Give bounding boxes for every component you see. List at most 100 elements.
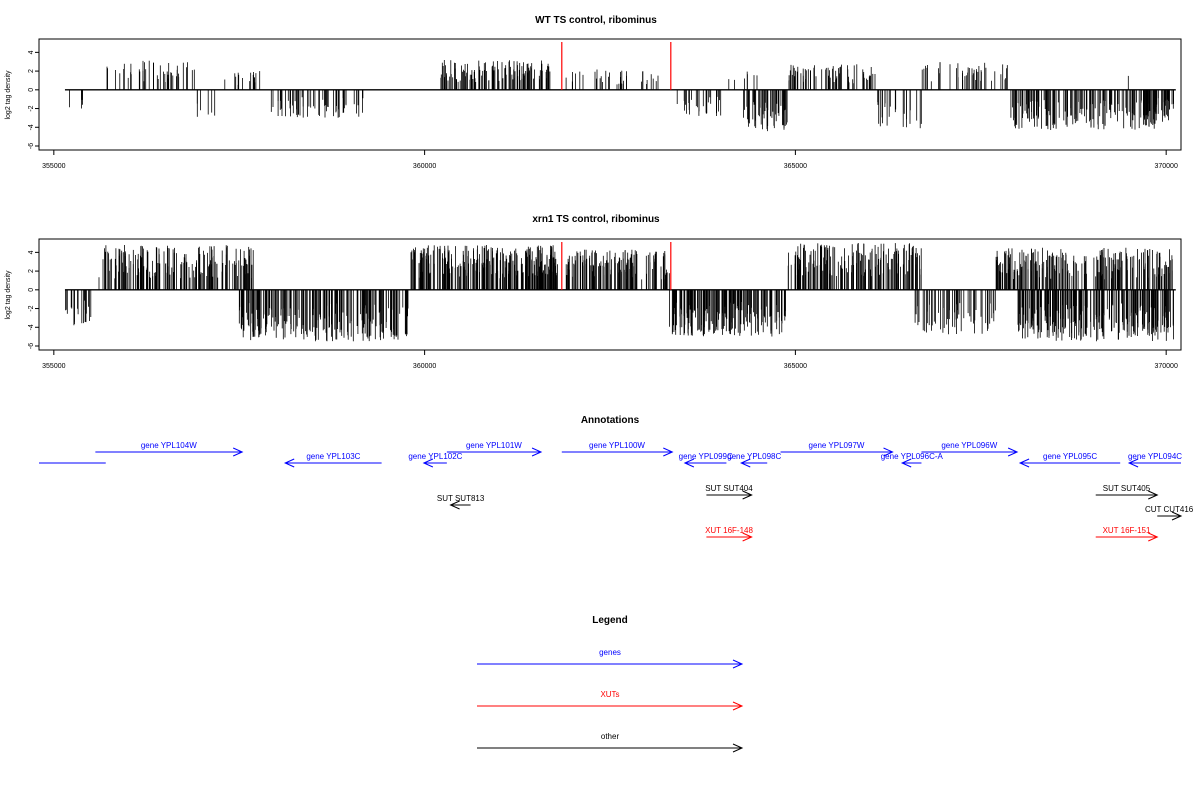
y-tick-label: 4 (28, 50, 35, 54)
legend-item: other (477, 732, 744, 753)
x-tick-label: 365000 (784, 163, 807, 170)
feature-label: gene YPL097W (809, 441, 865, 450)
annotation-feature: SUT SUT405 (1095, 484, 1159, 500)
x-tick-label: 360000 (413, 163, 436, 170)
feature-label: SUT SUT813 (437, 494, 485, 503)
annotation-feature: gene YPL094C (1127, 452, 1182, 468)
feature-label: gene YPL103C (306, 452, 360, 461)
x-tick-label: 365000 (784, 363, 807, 370)
y-tick-label: 4 (28, 250, 35, 254)
annotation-feature: SUT SUT813 (437, 494, 485, 510)
arrow-head (283, 458, 295, 468)
annotation-feature: SUT SUT404 (705, 484, 753, 500)
feature-label: gene YPL096C-A (881, 452, 944, 461)
y-tick-label: -2 (28, 105, 35, 111)
feature-label: gene YPL098C (727, 452, 781, 461)
annotation-feature: gene YPL099C (679, 452, 733, 468)
y-tick-label: -6 (28, 143, 35, 149)
arrow-head (740, 458, 751, 468)
feature-label: CUT CUT416 (1145, 505, 1194, 514)
y-tick-label: 2 (28, 269, 35, 273)
arrow-head (1148, 490, 1159, 500)
wt-density-panel: WT TS control, ribominus log2 tag densit… (5, 15, 1182, 170)
arrow-head (732, 701, 744, 711)
feature-label: gene YPL096W (941, 441, 997, 450)
y-tick-label: -4 (28, 324, 35, 330)
x-tick-label: 355000 (42, 363, 65, 370)
annotation-feature: gene YPL104W (95, 441, 244, 457)
y-tick-label: 0 (28, 288, 35, 292)
annotation-feature: gene YPL096C-A (881, 452, 944, 468)
arrow-head (663, 447, 674, 457)
arrow-head (732, 659, 744, 669)
annotation-feature: gene YPL101W (446, 441, 543, 457)
panel-title: xrn1 TS control, ribominus (532, 214, 660, 225)
feature-label: gene YPL095C (1043, 452, 1097, 461)
legend-item: XUTs (477, 690, 744, 711)
feature-label: SUT SUT404 (705, 484, 753, 493)
legend-label: other (601, 732, 620, 741)
axes: 4 2 0 -2 -4 -6 355000 360000 365000 370000 (28, 42, 1178, 170)
arrow-head (1007, 447, 1019, 457)
y-axis-label: log2 tag density (5, 70, 12, 120)
y-tick-label: -2 (28, 305, 35, 311)
plot-frame (38, 238, 1182, 351)
arrow-head (742, 532, 753, 542)
y-tick-label: -4 (28, 124, 35, 130)
arrow-head (449, 500, 460, 510)
legend-items: genes XUTs other (477, 648, 744, 753)
y-tick-label: 0 (28, 88, 35, 92)
feature-label: gene YPL099C (679, 452, 733, 461)
legend-title: Legend (592, 615, 628, 626)
xrn1-density-panel: xrn1 TS control, ribominus log2 tag dens… (5, 214, 1182, 370)
x-tick-label: 370000 (1154, 163, 1177, 170)
annotation-feature: CUT CUT416 (1145, 505, 1194, 521)
density-bars (65, 243, 1174, 342)
feature-label: SUT SUT405 (1103, 484, 1151, 493)
y-tick-label: -6 (28, 343, 35, 349)
legend-item: genes (477, 648, 744, 669)
y-tick-label: 2 (28, 69, 35, 73)
annotations-title: Annotations (581, 415, 640, 426)
axes: 4 2 0 -2 -4 -6 355000 360000 365000 370000 (28, 242, 1178, 370)
y-axis-label: log2 tag density (5, 270, 12, 320)
feature-label: gene YPL101W (466, 441, 522, 450)
feature-label: gene YPL100W (589, 441, 645, 450)
plot-frame (38, 38, 1182, 151)
legend-label: genes (599, 648, 621, 657)
annotation-feature: XUT 16F-148 (705, 526, 753, 542)
arrow-head (732, 743, 744, 753)
feature-label: gene YPL094C (1128, 452, 1182, 461)
arrow-head (531, 447, 543, 457)
feature-track: gene YPL104W gene YPL103C gene YPL102C gene… (39, 441, 1194, 542)
x-tick-label: 370000 (1154, 363, 1177, 370)
panel-title: WT TS control, ribominus (535, 15, 657, 26)
annotation-feature: gene YPL103C (283, 452, 382, 468)
arrow-head (1171, 511, 1183, 521)
x-tick-label: 360000 (413, 363, 436, 370)
feature-label: XUT 16F-151 (1103, 526, 1151, 535)
annotation-feature: gene YPL102C (408, 452, 463, 468)
feature-label: gene YPL102C (408, 452, 462, 461)
arrow-head (232, 447, 244, 457)
arrow-head (1148, 532, 1159, 542)
arrow-head (683, 458, 695, 468)
legend-label: XUTs (600, 690, 619, 699)
x-tick-label: 355000 (42, 163, 65, 170)
annotation-feature: XUT 16F-151 (1095, 526, 1159, 542)
arrow-head (900, 458, 912, 468)
annotation-feature: gene YPL098C (727, 452, 781, 468)
arrow-head (422, 458, 434, 468)
annotation-feature: gene YPL100W (561, 441, 674, 457)
annotation-feature: gene YPL097W (780, 441, 894, 457)
arrow-head (883, 447, 894, 457)
arrow-head (1127, 458, 1139, 468)
density-bars (69, 60, 1174, 132)
feature-label: XUT 16F-148 (705, 526, 753, 535)
feature-label: gene YPL104W (141, 441, 197, 450)
legend: Legend genes XUTs other (477, 615, 744, 753)
arrow-head (742, 490, 753, 500)
annotation-feature: gene YPL095C (1018, 452, 1121, 468)
